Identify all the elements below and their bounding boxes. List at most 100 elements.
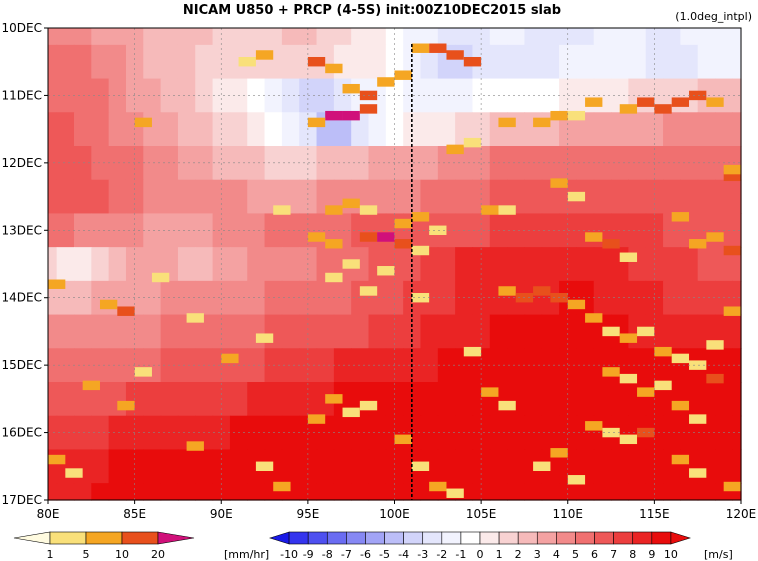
wind-cell xyxy=(507,146,526,181)
precip-cell xyxy=(619,333,638,343)
wind-cell xyxy=(541,348,560,383)
wind-cell xyxy=(91,247,110,282)
wind-cell xyxy=(351,314,370,349)
wind-cell xyxy=(143,314,162,349)
wind-cell xyxy=(108,28,127,46)
wind-cell xyxy=(316,449,335,484)
precip-cell xyxy=(359,104,378,114)
wind-cell xyxy=(56,247,75,282)
wind-cell xyxy=(628,179,647,215)
wind-cell xyxy=(628,112,647,147)
wind-cell xyxy=(715,382,733,417)
precip-cell xyxy=(567,475,586,485)
precip-cell xyxy=(723,481,741,492)
wind-cell xyxy=(680,28,699,46)
wind-cell xyxy=(160,483,179,501)
wind-cell xyxy=(333,314,352,349)
wind-cell xyxy=(143,28,162,46)
wind-colorbar-label: 5 xyxy=(572,548,579,561)
wind-cell xyxy=(125,449,144,484)
wind-cell xyxy=(385,449,404,484)
wind-cell xyxy=(247,112,266,147)
wind-cell xyxy=(611,112,629,147)
wind-colorbar-label: -5 xyxy=(379,548,390,561)
x-tick-label: 95E xyxy=(296,507,319,521)
precip-cell xyxy=(585,97,603,107)
precip-cell xyxy=(411,245,430,256)
precip-cell xyxy=(307,117,326,128)
precip-cell xyxy=(602,427,620,438)
precip-field xyxy=(48,43,741,498)
wind-cell xyxy=(732,146,742,181)
precip-cell xyxy=(99,299,118,310)
wind-cell xyxy=(697,179,716,215)
precip-cell xyxy=(359,232,378,242)
wind-cell xyxy=(732,44,742,80)
wind-cell xyxy=(541,28,560,46)
wind-cell xyxy=(229,247,248,282)
precip-cell xyxy=(429,43,447,53)
wind-cell xyxy=(663,44,681,80)
wind-colorbar-segment xyxy=(307,531,328,545)
precip-cell xyxy=(48,279,66,289)
wind-cell xyxy=(663,112,681,147)
precip-cell xyxy=(221,353,239,364)
wind-cell xyxy=(143,112,162,147)
wind-cell xyxy=(91,28,110,46)
wind-cell xyxy=(56,28,75,46)
wind-cell xyxy=(56,314,75,349)
wind-cell xyxy=(472,314,491,349)
wind-cell xyxy=(56,112,75,147)
wind-cell xyxy=(229,483,248,501)
wind-cell xyxy=(472,213,491,248)
chart-note: (1.0deg_intpl) xyxy=(675,10,752,23)
wind-cell xyxy=(281,314,300,349)
wind-cell xyxy=(177,247,196,282)
wind-cell xyxy=(264,112,283,147)
wind-cell xyxy=(576,382,595,417)
precip-cell xyxy=(325,239,343,249)
precip-cell xyxy=(307,414,326,424)
wind-cell xyxy=(143,179,162,215)
wind-cell xyxy=(437,213,456,248)
wind-cell xyxy=(715,44,733,80)
wind-cell xyxy=(541,483,560,501)
wind-cell xyxy=(455,28,474,46)
wind-cell xyxy=(73,179,92,215)
wind-cell xyxy=(697,382,716,417)
x-tick-label: 110E xyxy=(553,507,584,521)
wind-cell xyxy=(507,44,526,80)
wind-cell xyxy=(732,28,742,46)
wind-cell xyxy=(455,314,474,349)
wind-cell xyxy=(108,483,127,501)
wind-cell xyxy=(385,483,404,501)
wind-cell xyxy=(281,415,300,451)
precip-cell xyxy=(82,380,100,391)
wind-cell xyxy=(437,28,456,46)
wind-cell xyxy=(125,44,144,80)
precip-cell xyxy=(377,266,395,276)
wind-cell xyxy=(281,213,300,248)
precip-cell xyxy=(411,212,430,222)
wind-cell xyxy=(385,179,404,215)
precip-cell xyxy=(446,144,464,155)
wind-cell xyxy=(229,179,248,215)
wind-cell xyxy=(611,44,629,80)
precip-cell xyxy=(325,272,343,283)
wind-cell xyxy=(48,213,58,248)
wind-cell xyxy=(56,449,75,484)
precip-colorbar-segment xyxy=(13,531,51,545)
wind-cell xyxy=(628,483,647,501)
wind-cell xyxy=(420,112,439,147)
wind-cell xyxy=(160,314,179,349)
wind-cell xyxy=(160,382,179,417)
wind-cell xyxy=(368,314,387,349)
wind-cell xyxy=(143,44,162,80)
wind-cell xyxy=(281,44,300,80)
wind-cell xyxy=(73,483,92,501)
wind-cell xyxy=(281,28,300,46)
wind-cell xyxy=(524,179,543,215)
wind-cell xyxy=(264,314,283,349)
precip-cell xyxy=(671,400,690,411)
precip-cell xyxy=(359,286,378,296)
